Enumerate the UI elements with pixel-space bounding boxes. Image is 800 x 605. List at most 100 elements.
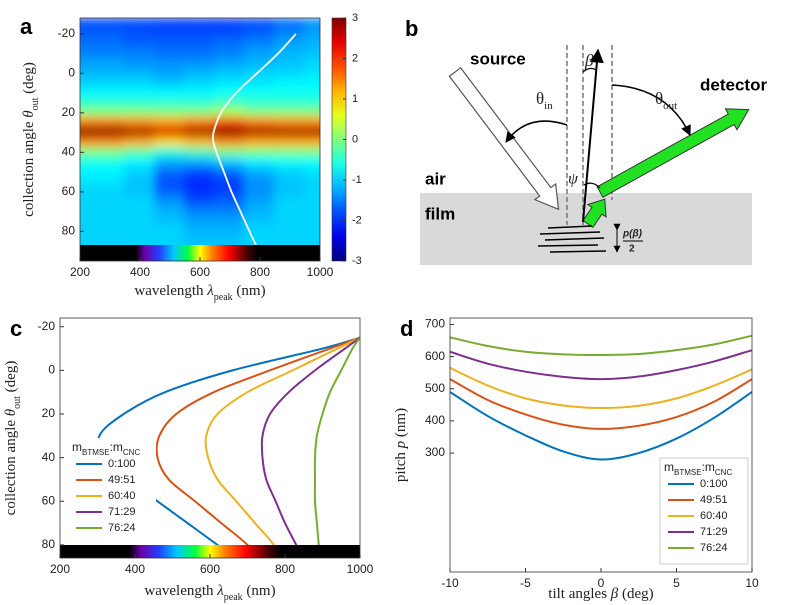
heat-cell (154, 215, 186, 228)
axis-label-symbol: p (393, 440, 409, 449)
heat-cell (214, 97, 246, 109)
heat-cell (304, 176, 320, 188)
heat-cell (304, 106, 320, 119)
heat-cell (214, 225, 246, 238)
x-tick-label: -5 (520, 576, 531, 590)
axis-label-text: wavelength (144, 583, 217, 599)
heat-cell (80, 146, 96, 159)
heat-cell (304, 166, 320, 179)
heat-cell (274, 18, 306, 30)
axis-label-text: collection angle (3, 416, 19, 515)
panel-label: a (20, 14, 33, 39)
heat-cell (244, 67, 276, 80)
heat-cell (154, 185, 186, 198)
heat-cell (244, 47, 276, 60)
heat-cell (80, 47, 96, 60)
heat-cell (124, 77, 156, 90)
heat-cell (94, 87, 126, 100)
heat-cell (304, 185, 320, 198)
legend-label: 71:29 (108, 506, 136, 518)
x-tick-label: 600 (190, 265, 210, 279)
heat-cell (154, 77, 186, 90)
x-tick-label: 0 (598, 576, 605, 590)
colorbar-tick-label: 0 (352, 133, 358, 145)
axis-label: pitch p (nm) (393, 408, 409, 482)
heat-cell (94, 47, 126, 60)
legend-title: mBTMSE:mCNC (664, 460, 732, 476)
heat-cell (80, 116, 96, 129)
heat-cell (80, 67, 96, 80)
legend-label: 76:24 (108, 522, 136, 534)
theta-in-label: θin (536, 89, 553, 112)
heat-cell (154, 27, 186, 40)
heat-cell (184, 97, 216, 109)
heat-cell (80, 215, 96, 228)
heat-cell (214, 166, 246, 179)
axis-label-unit: (nm) (243, 583, 276, 599)
heat-cell (124, 47, 156, 60)
pitch-numerator: p(β) (622, 229, 643, 240)
axis-label: collection angle θout (deg) (3, 361, 22, 516)
heat-cell (244, 116, 276, 129)
x-tick-label: -10 (441, 576, 459, 590)
axis-label-symbol: θ (21, 110, 37, 118)
reflect-arrow (582, 198, 607, 229)
heat-cell (274, 225, 306, 238)
axis-label-symbol: β (610, 586, 619, 602)
heat-cell (304, 97, 320, 109)
heat-cell (244, 235, 276, 248)
x-tick-label: 600 (200, 562, 220, 576)
heat-cell (244, 77, 276, 90)
heat-cell (304, 205, 320, 218)
axis-label-symbol: θ (3, 408, 19, 416)
heat-cell (94, 106, 126, 119)
heat-cell (214, 47, 246, 60)
heat-cell (274, 176, 306, 188)
heat-cell (94, 18, 126, 30)
psi-arc (583, 182, 601, 189)
axis-label-sub: peak (224, 592, 243, 603)
axis-label: collection angle θout (deg) (21, 62, 40, 217)
theta-in-arc (505, 120, 568, 143)
diagram: b source detector air film θin θout β (405, 16, 767, 265)
axis-label-unit: (deg) (3, 361, 19, 396)
heat-cell (94, 136, 126, 149)
heat-cell (274, 97, 306, 109)
heat-cell (244, 195, 276, 208)
heat-cell (304, 156, 320, 169)
source-arrow (448, 66, 560, 211)
heat-cell (124, 185, 156, 198)
x-tick-label: 800 (275, 562, 295, 576)
heat-cell (214, 27, 246, 40)
x-tick-label: 200 (70, 265, 90, 279)
heat-cell (244, 146, 276, 159)
heat-cell (184, 37, 216, 50)
heat-cell (80, 185, 96, 198)
series-line (204, 336, 360, 558)
x-tick-label: 1000 (307, 265, 334, 279)
series-line (450, 366, 752, 410)
heat-cell (94, 235, 126, 248)
heat-cell (304, 126, 320, 139)
heat-cell (214, 146, 246, 159)
axis-label: wavelength λpeak (nm) (144, 583, 275, 602)
heat-cell (244, 215, 276, 228)
y-tick-label: 400 (425, 413, 445, 427)
y-tick-label: 40 (62, 145, 76, 159)
heat-cell (94, 57, 126, 70)
heat-cell (80, 235, 96, 248)
y-tick-label: 60 (62, 184, 76, 198)
heat-cell (80, 176, 96, 188)
heat-cell (184, 67, 216, 80)
heat-cell (304, 116, 320, 129)
heat-cell (184, 126, 216, 139)
heat-cell (304, 37, 320, 50)
pitch-denominator: 2 (629, 244, 635, 255)
heat-cell (244, 185, 276, 198)
y-tick-label: -20 (58, 26, 76, 40)
heat-cell (80, 77, 96, 90)
x-tick-label: 10 (745, 576, 759, 590)
heat-cell (184, 176, 216, 188)
heat-cell (184, 205, 216, 218)
heat-cell (274, 47, 306, 60)
